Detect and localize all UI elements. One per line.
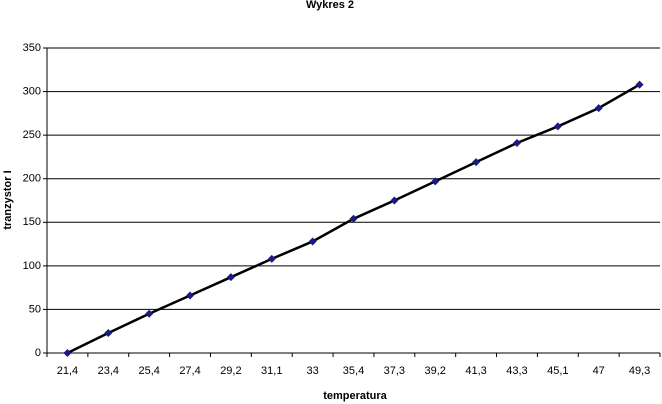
x-tick-label: 29,2 bbox=[220, 365, 241, 377]
x-tick-label: 25,4 bbox=[138, 365, 159, 377]
x-tick-label: 49,3 bbox=[629, 365, 650, 377]
x-tick-label: 27,4 bbox=[179, 365, 200, 377]
y-axis-title: tranzystor I bbox=[2, 170, 14, 229]
x-tick-label: 41,3 bbox=[465, 365, 486, 377]
x-axis-title: temperatura bbox=[323, 390, 387, 402]
x-tick-label: 21,4 bbox=[57, 365, 78, 377]
data-marker bbox=[145, 309, 154, 318]
data-marker bbox=[104, 328, 113, 337]
x-tick-label: 33 bbox=[307, 365, 319, 377]
y-tick-label: 200 bbox=[23, 173, 41, 185]
x-tick-label: 43,3 bbox=[506, 365, 527, 377]
data-marker bbox=[431, 177, 440, 186]
data-marker bbox=[472, 158, 481, 167]
data-marker bbox=[512, 138, 521, 147]
y-tick-label: 350 bbox=[23, 42, 41, 54]
x-tick-label: 39,2 bbox=[425, 365, 446, 377]
data-marker bbox=[226, 273, 235, 282]
x-tick-label: 37,3 bbox=[384, 365, 405, 377]
data-marker bbox=[308, 237, 317, 246]
data-marker bbox=[553, 122, 562, 131]
data-marker bbox=[267, 254, 276, 263]
data-marker bbox=[349, 214, 358, 223]
y-tick-label: 0 bbox=[35, 347, 41, 359]
y-tick-label: 300 bbox=[23, 85, 41, 97]
chart-title: Wykres 2 bbox=[306, 0, 354, 11]
x-tick-label: 35,4 bbox=[343, 365, 364, 377]
data-marker bbox=[186, 291, 195, 300]
data-marker bbox=[63, 349, 72, 357]
x-tick-label: 23,4 bbox=[98, 365, 119, 377]
y-tick-label: 150 bbox=[23, 216, 41, 228]
x-tick-label: 45,1 bbox=[547, 365, 568, 377]
x-tick-label: 31,1 bbox=[261, 365, 282, 377]
x-tick-label: 47 bbox=[593, 365, 605, 377]
y-tick-label: 250 bbox=[23, 129, 41, 141]
data-marker bbox=[390, 196, 399, 205]
y-tick-label: 50 bbox=[29, 303, 41, 315]
data-marker bbox=[594, 104, 603, 113]
data-marker bbox=[635, 80, 644, 89]
y-tick-label: 100 bbox=[23, 260, 41, 272]
